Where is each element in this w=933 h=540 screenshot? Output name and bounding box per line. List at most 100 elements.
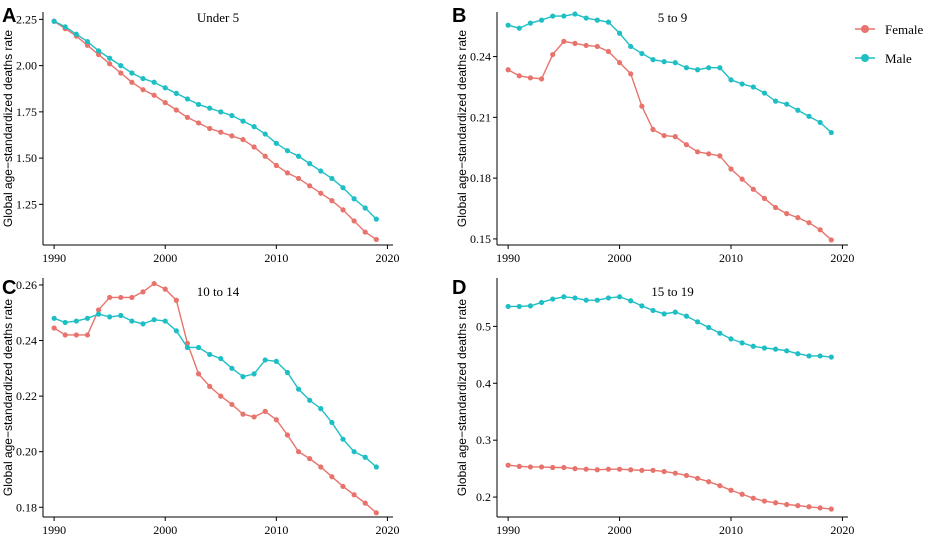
data-point-male <box>795 351 801 357</box>
data-point-female <box>229 401 235 408</box>
data-point-female <box>616 60 623 66</box>
data-point-male <box>173 328 179 334</box>
data-point-female <box>195 120 202 126</box>
x-tick-label: 1990 <box>42 251 66 265</box>
data-point-male <box>195 101 202 108</box>
data-point-female <box>307 183 313 189</box>
data-point-male <box>750 84 756 90</box>
y-tick-label: 2.25 <box>16 12 37 26</box>
data-point-male <box>84 315 91 321</box>
data-point-female <box>373 510 379 516</box>
data-point-male <box>51 315 57 321</box>
data-point-female <box>628 71 634 77</box>
data-point-male <box>173 90 179 96</box>
data-point-male <box>561 13 567 19</box>
data-point-female <box>140 87 146 93</box>
data-point-female <box>605 466 612 472</box>
data-point-female <box>605 48 612 55</box>
data-point-male <box>795 107 801 113</box>
data-point-female <box>527 75 534 81</box>
data-point-male <box>527 303 534 309</box>
data-point-male <box>516 303 522 310</box>
data-point-male <box>672 309 678 315</box>
data-point-female <box>351 218 357 224</box>
panel-b: B 5 to 9 Global age−standardized deaths ra… <box>452 5 854 265</box>
data-point-female <box>318 190 324 196</box>
data-point-male <box>661 59 667 65</box>
legend-swatch-female-dot <box>861 25 869 33</box>
data-point-male <box>750 343 756 349</box>
data-point-male <box>151 317 157 323</box>
data-point-male <box>73 31 79 37</box>
data-point-female <box>184 114 191 121</box>
data-point-female <box>362 500 368 506</box>
y-axis-label: Global age−standardized deaths rate <box>455 299 469 496</box>
data-point-male <box>628 43 634 50</box>
data-point-male <box>739 340 745 346</box>
data-point-female <box>240 136 246 143</box>
data-point-female <box>817 505 823 511</box>
y-tick-label: 0.4 <box>476 376 491 390</box>
data-point-male <box>538 299 545 306</box>
y-tick-label: 0.18 <box>470 171 491 185</box>
data-point-male <box>318 168 324 174</box>
data-point-male <box>307 397 313 403</box>
data-point-female <box>594 467 600 473</box>
data-point-female <box>817 227 823 233</box>
series-line-male <box>53 20 377 220</box>
data-point-male <box>362 454 368 460</box>
data-point-female <box>318 464 324 470</box>
data-point-male <box>295 153 302 159</box>
x-tick-label: 2020 <box>375 523 399 537</box>
data-point-male <box>218 355 224 362</box>
data-point-female <box>795 503 801 509</box>
data-point-male <box>583 15 589 21</box>
x-tick-label: 2010 <box>264 251 288 265</box>
y-axis-label: Global age−standardized deaths rate <box>1 30 15 227</box>
data-point-male <box>273 358 279 364</box>
data-point-female <box>538 76 545 82</box>
data-point-male <box>583 297 589 303</box>
data-point-male <box>828 129 834 136</box>
panel-title: Under 5 <box>197 10 239 25</box>
data-point-male <box>672 60 678 66</box>
x-tick-label: 2020 <box>375 251 399 265</box>
data-point-male <box>151 79 157 85</box>
data-point-male <box>340 436 346 442</box>
data-point-female <box>728 487 734 493</box>
data-point-female <box>828 237 834 243</box>
data-point-female <box>750 495 756 501</box>
data-point-female <box>795 215 801 221</box>
data-point-male <box>594 17 600 23</box>
data-point-male <box>650 307 656 314</box>
y-tick-label: 0.24 <box>16 334 37 348</box>
data-point-male <box>728 77 734 83</box>
data-point-female <box>694 149 701 155</box>
data-point-male <box>694 319 701 325</box>
data-point-female <box>717 483 723 489</box>
data-point-female <box>717 153 723 159</box>
data-point-female <box>505 462 511 468</box>
data-point-female <box>550 51 556 58</box>
data-point-male <box>639 50 645 57</box>
legend-item-female: Female <box>855 22 923 37</box>
y-tick-label: 0.2 <box>476 490 491 504</box>
data-point-female <box>251 144 257 150</box>
data-point-female <box>583 466 589 472</box>
data-point-male <box>262 357 268 363</box>
data-point-male <box>118 312 124 319</box>
y-tick-label: 1.75 <box>16 105 37 119</box>
data-point-female <box>784 210 790 217</box>
data-point-male <box>118 63 124 69</box>
data-point-male <box>717 65 723 71</box>
y-tick-label: 0.24 <box>470 50 491 64</box>
data-point-female <box>107 294 113 301</box>
data-point-male <box>107 314 113 320</box>
data-point-female <box>140 289 146 295</box>
y-tick-label: 1.50 <box>16 151 37 165</box>
y-tick-label: 0.21 <box>470 110 491 124</box>
data-point-female <box>351 492 357 498</box>
data-point-female <box>672 470 678 476</box>
data-point-male <box>240 118 246 124</box>
x-tick-label: 1990 <box>42 523 66 537</box>
